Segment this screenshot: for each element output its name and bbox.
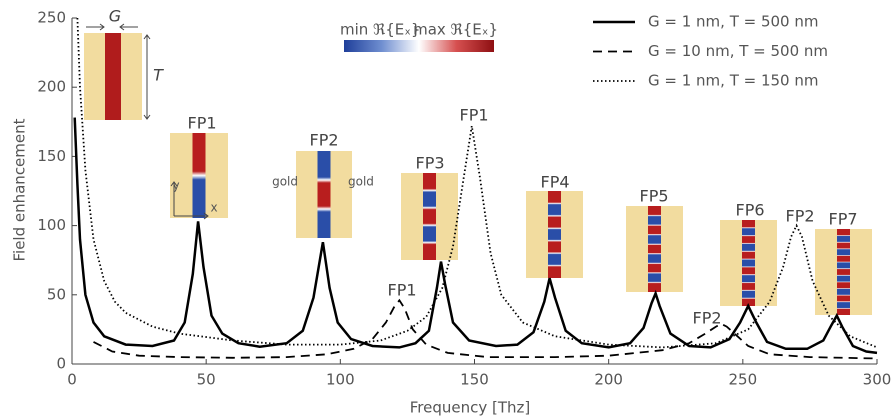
y-tick-label: 250 — [37, 9, 66, 27]
colorbar-max-label: max ℜ{Eₓ} — [413, 21, 498, 39]
annotation: FP5 — [639, 187, 668, 206]
legend-label: G = 1 nm, T = 500 nm — [648, 13, 818, 31]
annotation: x — [210, 201, 217, 215]
annotation: FP7 — [828, 210, 857, 229]
y-tick-label: 0 — [56, 355, 66, 373]
annotation: FP2 — [692, 309, 721, 328]
annotation: FP2 — [309, 131, 338, 150]
annotation: FP3 — [415, 154, 444, 173]
legend-label: G = 1 nm, T = 150 nm — [648, 72, 818, 90]
colorbar — [344, 40, 494, 52]
y-tick-label: 200 — [37, 78, 66, 96]
x-tick-label: 0 — [67, 371, 77, 389]
x-tick-label: 250 — [729, 371, 758, 389]
annotation: T — [153, 66, 164, 85]
y-tick-label: 150 — [37, 147, 66, 165]
x-tick-label: 300 — [863, 371, 891, 389]
inset-arrows — [86, 23, 209, 220]
annotation: gold — [348, 175, 374, 189]
x-tick-label: 100 — [326, 371, 355, 389]
inset-stripe — [548, 191, 561, 278]
y-axis-label: Field enhancement — [11, 118, 29, 261]
x-tick-label: 200 — [594, 371, 623, 389]
y-tick-label: 100 — [37, 216, 66, 234]
annotation: FP4 — [540, 173, 569, 192]
annotation: y — [172, 179, 179, 193]
colorbar-min-label: min ℜ{Eₓ} — [340, 21, 421, 39]
legend-label: G = 10 nm, T = 500 nm — [648, 42, 828, 60]
line-series — [93, 298, 878, 360]
x-tick-label: 50 — [197, 371, 216, 389]
inset-stripe — [105, 33, 121, 120]
annotation: gold — [272, 175, 298, 189]
inset-stripe — [648, 206, 661, 292]
y-tick-label: 50 — [47, 285, 66, 303]
inset-stripe — [837, 229, 850, 315]
annotation: FP1 — [459, 106, 488, 125]
x-axis-label: Frequency [Thz] — [410, 399, 531, 417]
annotation: FP6 — [735, 201, 764, 220]
annotation: FP1 — [387, 281, 416, 300]
annotation: FP2 — [785, 207, 814, 226]
x-tick-label: 150 — [460, 371, 489, 389]
annotation: G — [109, 7, 121, 26]
inset-stripe — [423, 173, 436, 260]
inset-stripe — [317, 151, 331, 238]
insets — [84, 33, 872, 315]
line-series — [73, 117, 878, 355]
annotation: FP1 — [187, 114, 216, 133]
inset-stripe — [742, 220, 755, 306]
inset-stripe — [192, 133, 206, 218]
